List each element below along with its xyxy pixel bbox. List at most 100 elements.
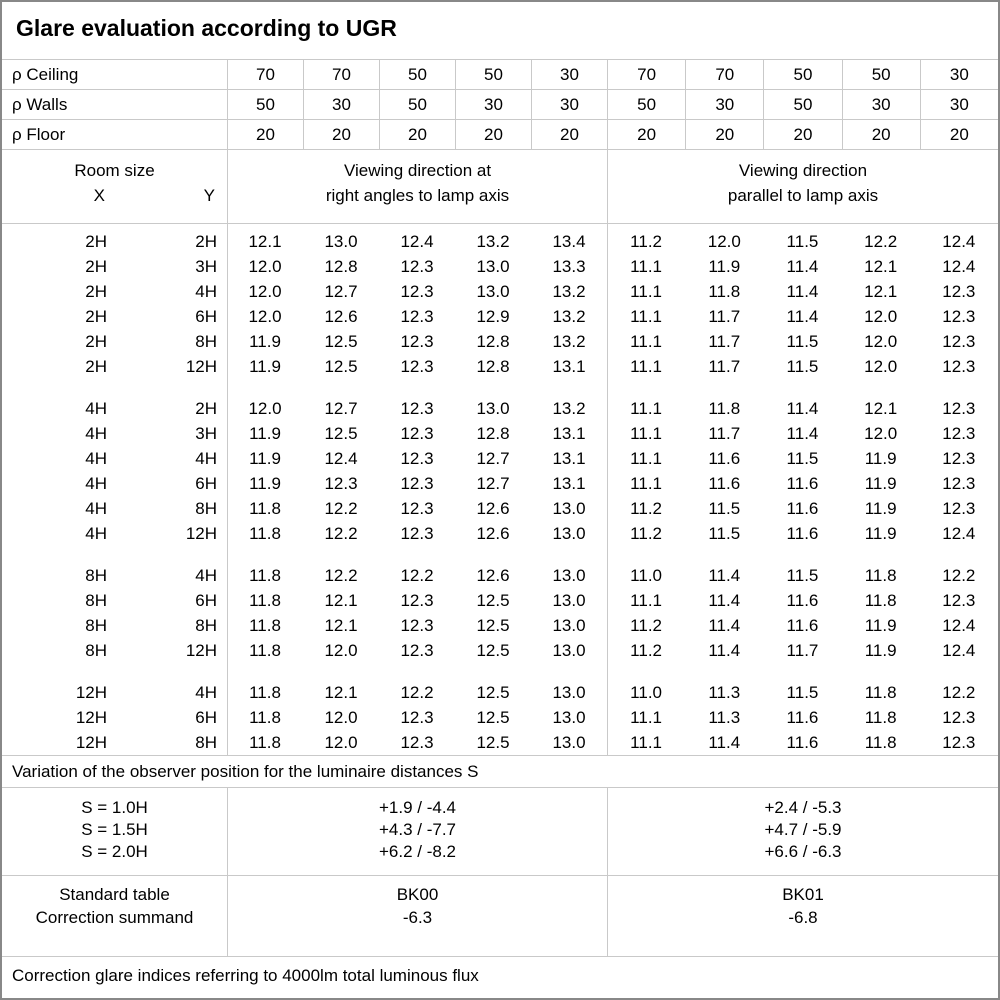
room-size-x: 12H — [75, 683, 107, 702]
x-column-header: X — [93, 186, 105, 205]
ugr-value-right-angles: 12.3 — [400, 449, 434, 468]
ugr-value-parallel: 11.7 — [708, 307, 741, 326]
correction-summand-value: -6.3 — [402, 908, 433, 927]
room-size-block: 8H 4H 11.8 12.2 12.2 12.6 13.0 11.0 11.4 11.5 11.8… — [2, 563, 998, 663]
rho-value-cell: 30 — [531, 60, 607, 89]
ugr-value-right-angles: 12.4 — [400, 232, 434, 251]
ugr-value-right-angles: 12.2 — [400, 683, 434, 702]
ugr-value-parallel: 12.1 — [864, 399, 898, 418]
group-header-parallel-line2: parallel to lamp axis — [727, 186, 879, 205]
table-row: 4H 8H 11.8 12.2 12.3 12.6 13.0 11.2 11.5 11.6 11.9… — [2, 496, 998, 521]
rho-value-cell: 30 — [531, 90, 607, 119]
room-size-y: 8H — [195, 499, 217, 518]
room-size-x: 2H — [85, 282, 107, 301]
room-size-header: Room size X Y — [2, 150, 227, 223]
rho-value-cell: 30 — [919, 90, 998, 119]
ugr-value-right-angles: 12.1 — [324, 683, 358, 702]
room-size-x: 2H — [85, 307, 107, 326]
rho-value-cell: 20 — [607, 120, 685, 149]
ugr-value-right-angles: 12.5 — [476, 641, 510, 660]
ugr-value-parallel: 11.2 — [630, 641, 662, 660]
ugr-value-parallel: 12.1 — [864, 257, 898, 276]
room-size-y: 4H — [195, 449, 217, 468]
room-size-x: 2H — [85, 357, 107, 376]
ugr-value-right-angles: 12.5 — [476, 591, 510, 610]
room-size-y: 4H — [195, 683, 217, 702]
summary-labels: Standard table Correction summand — [2, 876, 227, 956]
room-size-x: 8H — [85, 616, 107, 635]
rho-value-cell: 20 — [763, 120, 841, 149]
ugr-value-parallel: 12.2 — [864, 232, 898, 251]
ugr-value-right-angles: 12.3 — [400, 524, 434, 543]
ugr-value-parallel: 11.6 — [786, 708, 819, 727]
ugr-value-parallel: 12.4 — [942, 641, 976, 660]
ugr-value-parallel: 11.5 — [708, 499, 741, 518]
room-size-x: 4H — [85, 424, 107, 443]
ugr-value-right-angles: 13.0 — [552, 566, 586, 585]
ugr-value-right-angles: 12.8 — [324, 257, 358, 276]
ugr-value-parallel: 11.2 — [630, 616, 662, 635]
ugr-value-parallel: 12.2 — [942, 566, 976, 585]
room-size-y: 6H — [195, 307, 217, 326]
ugr-value-parallel: 11.5 — [786, 683, 819, 702]
ugr-value-parallel: 11.1 — [630, 733, 662, 752]
ugr-value-right-angles: 13.0 — [552, 616, 586, 635]
ugr-value-right-angles: 12.5 — [324, 332, 358, 351]
ugr-value-parallel: 11.5 — [786, 357, 819, 376]
ugr-value-right-angles: 11.8 — [249, 524, 281, 543]
rho-floor-label: ρ Floor — [12, 125, 66, 144]
s-values-right-angles: +1.9 / -4.4 +4.3 / -7.7 +6.2 / -8.2 — [227, 788, 607, 875]
ugr-value-parallel: 11.5 — [708, 524, 741, 543]
room-size-x: 2H — [85, 332, 107, 351]
rho-value-cell: 70 — [607, 60, 685, 89]
rho-value-cell: 70 — [685, 60, 763, 89]
ugr-value-parallel: 11.1 — [630, 708, 662, 727]
s-values-parallel: +2.4 / -5.3 +4.7 / -5.9 +6.6 / -6.3 — [607, 788, 998, 875]
ugr-value-parallel: 11.4 — [708, 566, 741, 585]
ugr-value-parallel: 12.0 — [864, 357, 898, 376]
s-value: +1.9 / -4.4 — [378, 798, 457, 817]
ugr-value-right-angles: 12.1 — [248, 232, 282, 251]
ugr-value-parallel: 11.1 — [630, 257, 662, 276]
table-row: 12H 6H 11.8 12.0 12.3 12.5 13.0 11.1 11.3 11.6 11.… — [2, 705, 998, 730]
standard-table-label: Standard table — [59, 885, 170, 904]
ugr-value-parallel: 11.8 — [864, 566, 897, 585]
ugr-value-parallel: 11.6 — [786, 733, 819, 752]
ugr-value-parallel: 11.9 — [864, 474, 897, 493]
ugr-value-right-angles: 12.9 — [476, 307, 510, 326]
ugr-value-parallel: 11.4 — [708, 733, 741, 752]
rho-value-cell: 50 — [455, 60, 531, 89]
ugr-value-right-angles: 13.0 — [552, 499, 586, 518]
ugr-value-right-angles: 13.2 — [476, 232, 510, 251]
ugr-value-parallel: 11.5 — [786, 232, 819, 251]
ugr-value-right-angles: 13.2 — [552, 399, 586, 418]
ugr-value-parallel: 12.4 — [942, 524, 976, 543]
s-label: S = 1.0H — [81, 798, 148, 817]
ugr-value-right-angles: 12.0 — [248, 257, 282, 276]
table-row: 8H 4H 11.8 12.2 12.2 12.6 13.0 11.0 11.4 11.5 11.8… — [2, 563, 998, 588]
ugr-value-right-angles: 12.6 — [476, 524, 510, 543]
ugr-value-right-angles: 11.8 — [249, 566, 281, 585]
ugr-value-parallel: 11.1 — [630, 591, 662, 610]
ugr-value-parallel: 11.9 — [864, 449, 897, 468]
ugr-value-right-angles: 12.3 — [400, 332, 434, 351]
table-row: 12H 4H 11.8 12.1 12.2 12.5 13.0 11.0 11.3 11.5 11.… — [2, 680, 998, 705]
column-divider — [227, 224, 228, 755]
rho-value-cell: 30 — [685, 90, 763, 119]
table-row: 2H 2H 12.1 13.0 12.4 13.2 13.4 11.2 12.0 11.5 12.2… — [2, 229, 998, 254]
room-size-y: 3H — [195, 424, 217, 443]
ugr-value-parallel: 12.3 — [942, 307, 976, 326]
ugr-value-parallel: 12.4 — [942, 616, 976, 635]
table-row: 2H 3H 12.0 12.8 12.3 13.0 13.3 11.1 11.9 11.4 12.1… — [2, 254, 998, 279]
ugr-value-parallel: 12.0 — [864, 307, 898, 326]
ugr-value-right-angles: 12.2 — [400, 566, 434, 585]
table-row: 8H 8H 11.8 12.1 12.3 12.5 13.0 11.2 11.4 11.6 11.9… — [2, 613, 998, 638]
table-row: 4H 6H 11.9 12.3 12.3 12.7 13.1 11.1 11.6 11.6 11.9… — [2, 471, 998, 496]
ugr-value-right-angles: 11.8 — [249, 499, 281, 518]
ugr-value-right-angles: 12.5 — [476, 708, 510, 727]
ugr-value-right-angles: 11.8 — [249, 591, 281, 610]
rho-value-cell: 20 — [919, 120, 998, 149]
ugr-value-right-angles: 13.1 — [552, 424, 586, 443]
ugr-value-parallel: 11.4 — [786, 399, 819, 418]
room-size-y: 4H — [195, 566, 217, 585]
